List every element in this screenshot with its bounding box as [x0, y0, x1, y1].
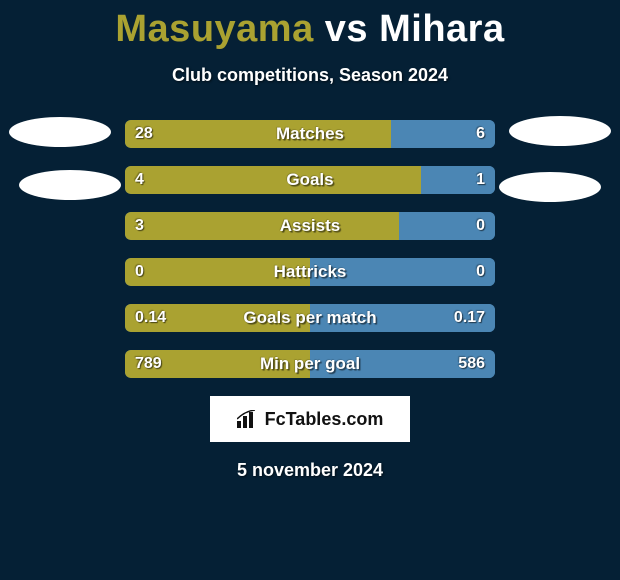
stat-label: Min per goal [125, 350, 495, 378]
value-right: 0 [466, 258, 495, 286]
value-right: 6 [466, 120, 495, 148]
stat-row: Goals4 1 [125, 166, 495, 194]
team-logo-right-1 [509, 116, 611, 146]
value-left: 0 [125, 258, 154, 286]
source-badge: FcTables.com [210, 396, 410, 442]
value-left: 3 [125, 212, 154, 240]
stat-row: Assists3 0 [125, 212, 495, 240]
stat-row: Min per goal789 586 [125, 350, 495, 378]
team-logo-left-2 [19, 170, 121, 200]
bars-container: Matches286Goals41Assists30Hattricks00Goa… [125, 120, 495, 378]
stat-label: Assists [125, 212, 495, 240]
date-label: 5 november 2024 [0, 460, 620, 481]
stat-row: Matches28 6 [125, 120, 495, 148]
stat-label: Goals [125, 166, 495, 194]
value-left: 4 [125, 166, 154, 194]
bars-icon [237, 410, 259, 428]
value-left: 28 [125, 120, 163, 148]
value-right: 1 [466, 166, 495, 194]
title-player2: Mihara [379, 8, 504, 50]
stat-label: Goals per match [125, 304, 495, 332]
team-logo-left-1 [9, 117, 111, 147]
stat-label: Matches [125, 120, 495, 148]
value-right: 0 [466, 212, 495, 240]
value-left: 789 [125, 350, 172, 378]
stat-row: Goals per match0.14 0.17 [125, 304, 495, 332]
stat-row: Hattricks0 0 [125, 258, 495, 286]
comparison-chart: Matches286Goals41Assists30Hattricks00Goa… [0, 120, 620, 378]
team-logo-right-2 [499, 172, 601, 202]
value-right: 586 [448, 350, 495, 378]
stat-label: Hattricks [125, 258, 495, 286]
value-right: 0.17 [444, 304, 495, 332]
value-left: 0.14 [125, 304, 176, 332]
title-player1: Masuyama [115, 8, 313, 50]
title-vs: vs [325, 8, 368, 50]
page-title: Masuyama vs Mihara [0, 0, 620, 51]
subtitle: Club competitions, Season 2024 [0, 65, 620, 86]
badge-text: FcTables.com [265, 409, 384, 430]
